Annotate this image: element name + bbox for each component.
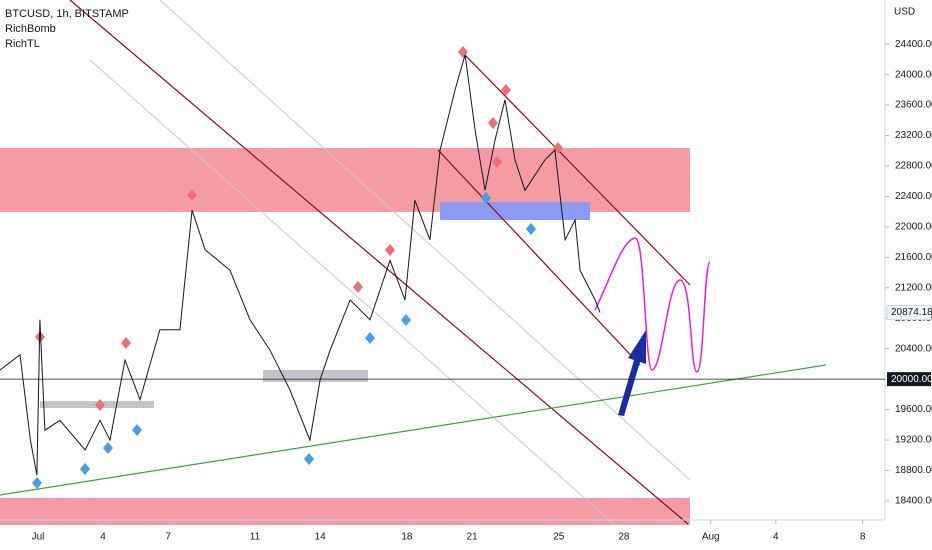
level-label-bg [887,372,931,387]
y-tick-label: 23200.00 [895,130,932,141]
annotations [0,0,827,526]
resistance-zone [0,148,690,212]
y-tick-label: 24000.00 [895,69,932,80]
indicator-label: RichBomb [5,23,56,35]
y-tick-label: 24400.00 [895,39,932,50]
arrow [618,330,646,416]
trend-line [69,0,689,525]
y-tick-label: 21200.00 [895,282,932,293]
y-tick-label: 22800.00 [895,161,932,172]
y-tick-label: 19600.00 [895,404,932,415]
x-tick-label: 28 [618,532,630,543]
projection [594,237,711,373]
x-tick-label: 4 [100,532,106,543]
x-tick-label: 11 [250,532,261,543]
channel-line [461,51,691,286]
sell-markers [35,46,563,411]
y-tick-label: 20400.00 [895,343,932,354]
y-tick-label: 18400.00 [895,496,932,507]
buy-markers [32,192,536,489]
last-price-label: 20874.18 [891,307,932,318]
y-tick-label: 18800.00 [895,465,932,476]
chart-title: BTCUSD, 1h, BITSTAMP [5,8,129,20]
price-line [0,54,601,476]
trend-line [0,364,827,496]
blue-zone [440,202,590,220]
x-tick-label: 18 [401,532,413,543]
channel-line [437,149,641,366]
level-label: 20000.00 [891,374,932,385]
y-tick-label: 22400.00 [895,191,932,202]
x-tick-label: 4 [773,532,779,543]
y-unit: USD [894,7,915,18]
x-tick-label: Aug [702,532,720,543]
last-price-bg [886,305,932,321]
trend-line [89,59,616,526]
x-tick-label: 7 [165,532,171,543]
y-tick-label: 21600.00 [895,252,932,263]
y-tick-label: 23600.00 [895,100,932,111]
x-tick-label: Jul [32,532,45,543]
x-tick-label: 14 [315,532,327,543]
x-tick-label: 25 [553,532,565,543]
y-tick-label: 22000.00 [895,222,932,233]
indicator-label: RichTL [5,38,40,50]
x-tick-label: 8 [860,532,866,543]
y-tick-label: 19200.00 [895,435,932,446]
gray-zone [263,370,368,382]
x-tick-label: 21 [466,532,478,543]
